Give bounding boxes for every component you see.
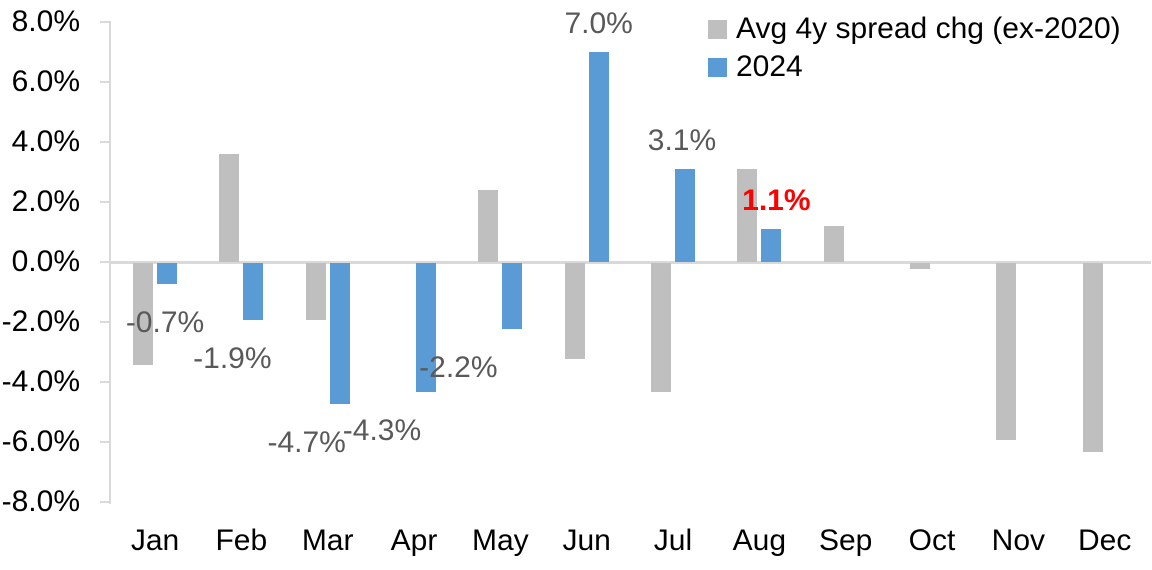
legend-item: Avg 4y spread chg (ex-2020) [708,10,1121,48]
x-tick-label-may: May [471,524,529,557]
y-tick-label: 0.0% [11,245,80,278]
y-tick-label: 2.0% [11,185,80,218]
y-tick-label: -8.0% [1,485,80,518]
y-tick-mark [100,81,110,83]
bar-2024-aug [761,229,782,262]
legend-label: Avg 4y spread chg (ex-2020) [736,12,1121,45]
y-tick-mark [100,201,110,203]
bar-avg-nov [996,263,1017,440]
x-tick-label-apr: Apr [390,524,438,557]
y-tick-label: -2.0% [1,305,80,338]
bar-avg-oct [909,263,930,269]
bar-2024-mar [329,263,350,404]
bar-2024-jun [588,52,609,262]
data-label-apr: -4.3% [342,414,422,447]
data-label-mar: -4.7% [267,426,346,459]
bar-avg-dec [1082,263,1103,452]
data-label-aug: 1.1% [742,184,811,217]
y-tick-mark [100,321,110,323]
x-tick-label-aug: Aug [732,524,787,557]
data-label-jun: 7.0% [564,7,633,40]
y-tick-label: 4.0% [11,125,80,158]
bar-avg-may [478,190,499,262]
legend-item: 2024 [708,48,1121,86]
zero-line [109,261,1151,264]
x-tick-label-sep: Sep [818,524,873,557]
legend-swatch-icon [708,57,727,77]
y-tick-mark [100,441,110,443]
y-tick-label: 8.0% [11,5,80,38]
x-tick-label-nov: Nov [991,524,1046,557]
y-tick-mark [100,261,110,263]
y-tick-mark [100,21,110,23]
data-label-may: -2.2% [419,351,498,384]
y-tick-label: -6.0% [1,425,80,458]
bar-avg-aug [737,169,758,262]
legend-swatch-icon [708,19,727,39]
legend-label: 2024 [736,50,803,83]
data-label-jan: -0.7% [125,306,205,339]
x-tick-label-mar: Mar [301,524,354,557]
x-tick-label-dec: Dec [1077,524,1132,557]
bar-avg-jul [650,263,671,392]
data-label-feb: -1.9% [193,342,272,375]
x-tick-label-oct: Oct [908,524,956,557]
bar-2024-apr [415,263,436,392]
bar-avg-mar [305,263,326,320]
x-tick-label-jul: Jul [653,524,693,557]
bar-avg-feb [219,154,240,262]
chart-legend: Avg 4y spread chg (ex-2020) 2024 [708,10,1121,86]
bar-avg-jan [133,263,153,365]
y-tick-mark [100,501,110,503]
x-tick-label-feb: Feb [215,524,268,557]
x-tick-label-jun: Jun [562,524,611,557]
y-tick-mark [100,381,110,383]
x-tick-label-jan: Jan [130,524,180,557]
bar-2024-may [502,263,523,329]
data-label-jul: 3.1% [647,124,717,157]
y-tick-label: 6.0% [11,65,80,98]
bar-avg-sep [823,226,844,262]
bar-2024-jul [674,169,695,262]
y-tick-label: -4.0% [1,365,80,398]
bar-avg-jun [564,263,585,359]
bar-2024-jan [157,263,177,284]
y-tick-mark [100,141,110,143]
bar-2024-feb [243,263,264,320]
